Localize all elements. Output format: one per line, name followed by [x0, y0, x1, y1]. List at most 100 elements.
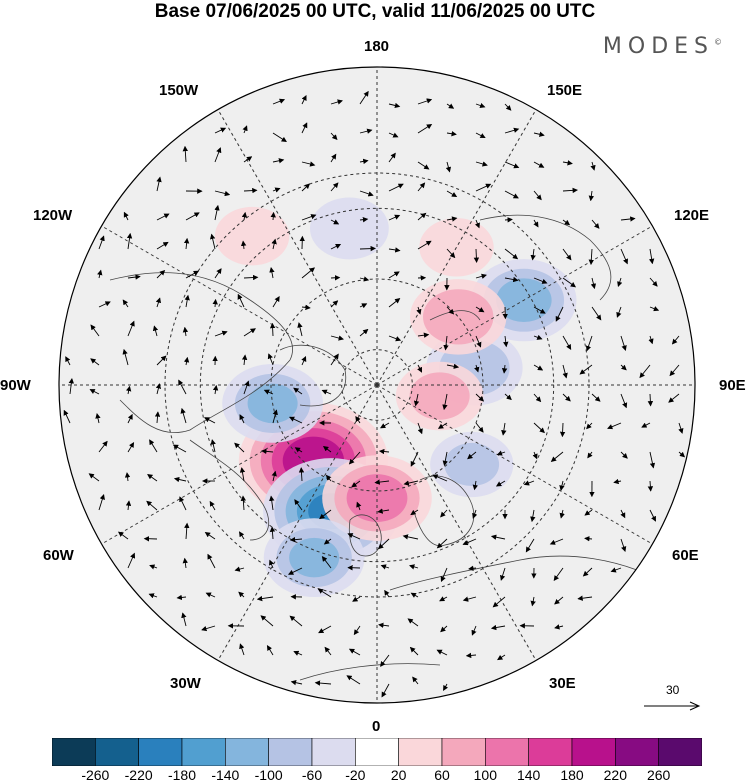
wind-arrow [239, 414, 245, 424]
wind-arrow [577, 595, 593, 601]
colorbar-cell [52, 738, 96, 766]
wind-arrow [504, 103, 512, 111]
wind-arrow [359, 328, 369, 337]
wind-arrow [127, 320, 135, 337]
wind-arrow [260, 615, 274, 627]
wind-arrow [301, 304, 311, 311]
wind-arrow [554, 624, 564, 630]
wind-arrow [562, 277, 577, 288]
wind-arrow [127, 552, 136, 569]
wind-arrow [272, 296, 280, 308]
wind-arrow [272, 98, 286, 105]
colorbar-tick-label: -60 [301, 767, 323, 783]
meridian-line [101, 225, 378, 386]
wind-arrow [669, 364, 680, 377]
wind-arrow [374, 479, 390, 485]
wind-arrow [402, 534, 419, 540]
wind-arrow [289, 536, 303, 543]
wind-vectors [63, 90, 686, 698]
wind-arrow [330, 219, 340, 225]
wind-arrow [409, 646, 419, 656]
wind-arrow [271, 470, 277, 482]
colorbar-tick-label: -20 [345, 767, 366, 783]
wind-arrow [533, 277, 548, 284]
colorbar-tick-label: -100 [254, 767, 283, 783]
wind-arrow [504, 161, 520, 169]
wind-arrow [156, 269, 166, 279]
wind-arrow [117, 531, 129, 540]
wind-arrow [384, 589, 390, 598]
wind-scale-label: 30 [666, 683, 680, 697]
wind-arrow [388, 152, 396, 163]
wind-arrow [492, 596, 506, 608]
wind-arrow [319, 509, 332, 520]
wind-arrow [317, 588, 332, 598]
wind-arrow [205, 592, 216, 598]
wind-arrow [533, 334, 543, 340]
wind-arrow [214, 190, 231, 197]
wind-arrow [380, 654, 390, 667]
wind-arrow [330, 132, 338, 141]
colorbar-cell [311, 738, 356, 766]
colorbar-cell [658, 738, 702, 766]
wind-arrow [98, 494, 105, 511]
latitude-circle [341, 349, 413, 421]
wind-arrow [439, 596, 448, 602]
wind-arrow [127, 274, 141, 280]
wind-arrow [359, 303, 368, 309]
lon-label-120e: 120E [674, 207, 710, 224]
lon-label-0: 0 [372, 718, 381, 735]
wind-arrow [585, 335, 593, 352]
wind-arrow [410, 451, 419, 467]
wind-arrow [620, 335, 627, 351]
wind-arrow [239, 467, 246, 482]
wind-arrow [495, 480, 506, 487]
wind-arrow [649, 306, 660, 312]
wind-arrow [98, 440, 108, 453]
wind-arrow [668, 393, 680, 403]
wind-arrow [504, 217, 513, 223]
wind-arrow [446, 103, 455, 109]
wind-arrow [610, 567, 622, 573]
wind-arrow [501, 422, 507, 436]
wind-arrow [584, 536, 593, 542]
wind-arrow [440, 509, 448, 518]
wind-arrow [562, 364, 568, 379]
wind-arrow [388, 183, 404, 192]
wind-arrow [359, 216, 369, 223]
wind-arrow [475, 393, 485, 402]
wind-arrow [532, 451, 538, 460]
colorbar-tick-label: -260 [81, 767, 110, 783]
wind-arrow [125, 500, 132, 511]
wind-arrow [380, 422, 390, 429]
wind-arrow [318, 625, 332, 634]
wind-arrow [553, 567, 564, 582]
colorbar-cell [615, 738, 659, 766]
wind-arrow [68, 378, 75, 395]
wind-arrow [504, 276, 519, 283]
wind-arrow [183, 356, 190, 366]
wind-arrow [269, 322, 276, 337]
wind-arrow [155, 297, 162, 308]
wind-arrow [294, 447, 303, 453]
wind-arrow [297, 322, 303, 337]
wind-arrow [474, 364, 480, 373]
wind-arrow [562, 219, 571, 226]
colorbar-tick-label: 20 [390, 767, 407, 783]
wind-arrow [501, 364, 508, 374]
wind-arrow [440, 567, 448, 583]
wind-arrow [209, 500, 216, 511]
wind-arrow [269, 526, 276, 540]
wind-arrow [620, 538, 627, 552]
wind-arrow [156, 213, 170, 221]
wind-arrow [301, 355, 307, 366]
wind-arrow [465, 652, 477, 659]
wind-arrow [468, 565, 477, 572]
meridian-line [217, 109, 378, 386]
wind-arrow [417, 98, 433, 105]
wind-arrow [172, 444, 187, 453]
wind-arrow [588, 248, 594, 266]
wind-arrow [241, 211, 248, 221]
wind-arrow [173, 476, 187, 483]
wind-arrow [243, 380, 250, 395]
